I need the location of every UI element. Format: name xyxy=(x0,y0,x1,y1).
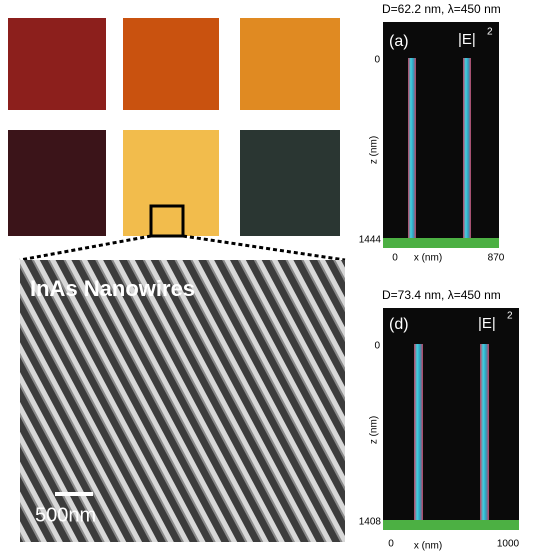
panel-tag: (a) xyxy=(389,33,409,50)
sem-label: InAs Nanowires xyxy=(30,276,195,301)
field-map xyxy=(383,308,519,530)
z-top: 0 xyxy=(374,341,380,352)
quantity: |E| xyxy=(478,315,496,332)
panel-header: D=62.2 nm, λ=450 nm xyxy=(382,2,501,16)
x-left: 0 xyxy=(388,539,394,550)
nanowire xyxy=(463,58,471,240)
x-right: 870 xyxy=(488,253,505,264)
square xyxy=(240,18,340,110)
square xyxy=(123,18,219,110)
zoom-box xyxy=(149,204,185,238)
sample-squares xyxy=(8,18,346,262)
quantity-power: 2 xyxy=(507,311,513,322)
substrate xyxy=(383,520,519,530)
zoom-line xyxy=(182,234,346,262)
field-map xyxy=(383,22,499,248)
z-top: 0 xyxy=(374,55,380,66)
x-right: 1000 xyxy=(497,539,520,550)
x-label: x (nm) xyxy=(414,541,442,552)
substrate xyxy=(383,238,499,248)
square xyxy=(240,130,340,236)
panel-a: D=62.2 nm, λ=450 nm (a) |E| 2 0 z (nm) 1… xyxy=(359,2,505,263)
nanowire xyxy=(414,344,423,522)
square xyxy=(123,130,219,236)
x-label: x (nm) xyxy=(414,253,442,264)
quantity: |E| xyxy=(458,31,476,48)
panel-d: D=73.4 nm, λ=450 nm (d) |E| 2 0 z (nm) 1… xyxy=(359,288,520,551)
z-bottom: 1444 xyxy=(359,235,382,246)
scale-bar-label: 500nm xyxy=(35,504,96,526)
x-left: 0 xyxy=(392,253,398,264)
scale-bar xyxy=(55,492,93,496)
z-bottom: 1408 xyxy=(359,517,382,528)
nanowire xyxy=(408,58,416,240)
z-label: z (nm) xyxy=(369,136,380,164)
z-label: z (nm) xyxy=(369,416,380,444)
square xyxy=(8,130,106,236)
sem-image xyxy=(20,260,345,542)
nanowire xyxy=(480,344,489,522)
zoom-line xyxy=(19,234,152,262)
panel-header: D=73.4 nm, λ=450 nm xyxy=(382,288,501,302)
quantity-power: 2 xyxy=(487,27,493,38)
panel-tag: (d) xyxy=(389,316,409,333)
square xyxy=(8,18,106,110)
